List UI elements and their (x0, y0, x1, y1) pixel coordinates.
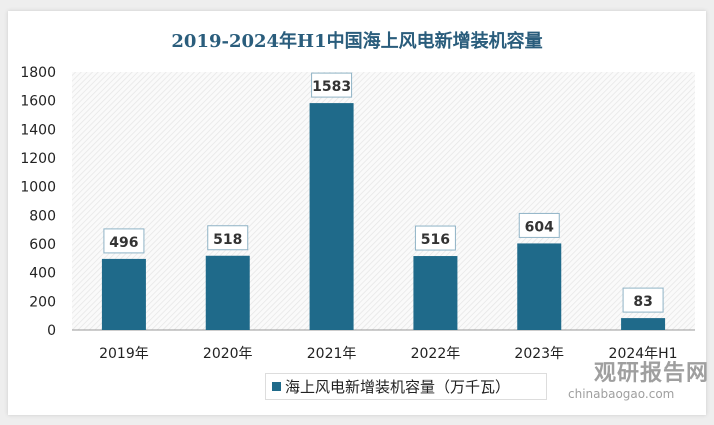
data-label: 516 (421, 232, 450, 248)
legend-label: 海上风电新增装机容量（万千瓦） (285, 378, 511, 396)
data-label: 604 (525, 219, 554, 235)
data-label-box (311, 72, 353, 98)
data-label: 83 (633, 294, 652, 310)
data-label-box (414, 225, 456, 251)
x-tick-label: 2021年 (307, 346, 357, 362)
y-tick-label: 600 (29, 237, 56, 253)
data-label-box (207, 225, 249, 251)
data-label-box (103, 228, 145, 254)
data-label: 518 (213, 232, 242, 248)
bar (309, 103, 354, 330)
x-tick-label: 2024年H1 (609, 346, 678, 362)
watermark-en: chinabaogao.com (568, 387, 675, 401)
y-tick-label: 1600 (20, 94, 56, 110)
x-tick-label: 2022年 (411, 346, 461, 362)
data-label-box (518, 212, 560, 238)
y-tick-label: 1200 (20, 151, 56, 167)
bar (101, 258, 146, 330)
y-tick-label: 400 (29, 266, 56, 282)
watermark-logo: 观研报告网 chinabaogao.com (568, 355, 710, 401)
y-tick-label: 200 (29, 294, 56, 310)
y-tick-label: 1400 (20, 122, 56, 138)
y-tick-label: 800 (29, 208, 56, 224)
x-tick-label: 2019年 (99, 346, 149, 362)
bar (621, 318, 666, 330)
legend: 海上风电新增装机容量（万千瓦） (265, 373, 547, 400)
bar (413, 256, 458, 330)
y-tick-label: 1000 (20, 180, 56, 196)
data-label-box (622, 287, 664, 313)
legend-swatch (272, 382, 281, 391)
data-label: 496 (109, 235, 138, 251)
bar (205, 255, 250, 330)
x-tick-label: 2023年 (514, 346, 564, 362)
chart-title: 2019-2024年H1中国海上风电新增装机容量 (171, 31, 543, 52)
plot-area (72, 72, 695, 330)
y-tick-label: 0 (47, 323, 56, 339)
x-tick-label: 2020年 (203, 346, 253, 362)
bar (517, 243, 562, 330)
y-tick-label: 1800 (20, 65, 56, 81)
data-label: 1583 (312, 79, 351, 95)
watermark-cn: 观研报告网 (594, 361, 710, 386)
